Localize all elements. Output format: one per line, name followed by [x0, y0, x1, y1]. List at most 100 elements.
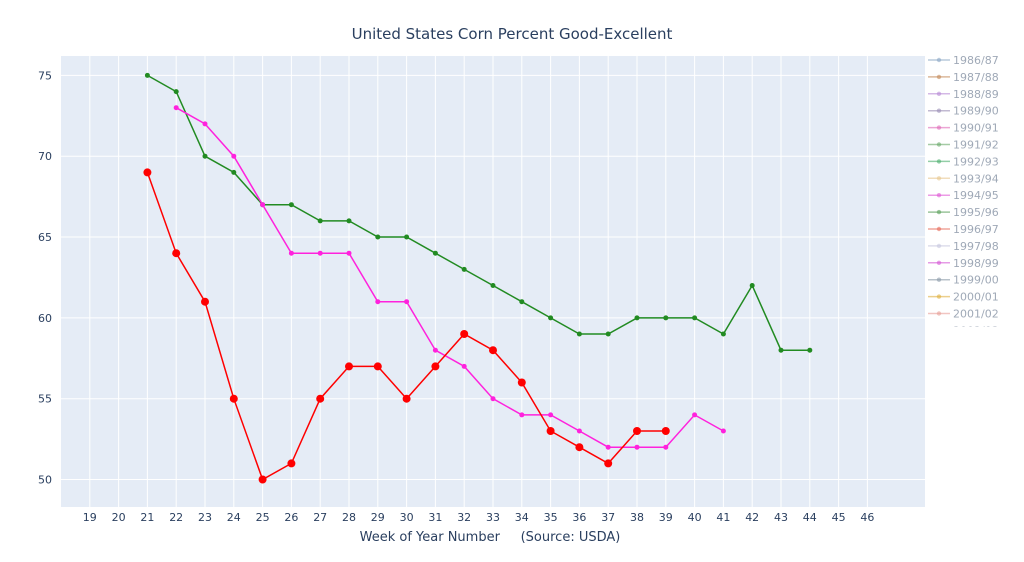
legend-swatch-marker	[936, 74, 942, 80]
series-group	[143, 168, 670, 484]
data-point	[202, 121, 208, 127]
x-tick-label: 32	[457, 511, 471, 524]
data-point	[404, 234, 410, 240]
legend-item[interactable]: 1992/93	[928, 155, 999, 168]
legend-label: 1993/94	[953, 172, 999, 185]
legend-swatch-marker	[936, 193, 942, 198]
data-point	[548, 315, 554, 321]
legend-label: 1998/99	[953, 257, 999, 270]
data-point	[173, 105, 179, 111]
data-point	[317, 250, 323, 256]
x-tick-label: 27	[313, 511, 327, 524]
legend-item[interactable]: 1991/92	[928, 139, 999, 152]
y-tick-label: 75	[38, 69, 52, 82]
legend[interactable]: 1986/87 1987/88 1988/89 1989/90 1990/91 1991/…	[925, 54, 1024, 337]
data-point	[460, 330, 469, 338]
data-point	[172, 249, 181, 258]
legend-item[interactable]: 1999/00	[928, 274, 999, 287]
legend-item[interactable]: 1994/95	[928, 189, 999, 202]
x-tick-label: 38	[630, 511, 644, 524]
x-tick-label: 45	[832, 511, 846, 524]
x-tick-label: 23	[198, 511, 212, 524]
x-tick-label: 26	[284, 511, 298, 524]
series-line	[147, 74, 810, 351]
data-point	[663, 444, 669, 450]
y-tick-label: 60	[38, 312, 52, 325]
data-point	[432, 347, 438, 353]
legend-label: 1997/98	[953, 240, 999, 253]
x-tick-label: 31	[428, 511, 442, 524]
data-point	[663, 315, 669, 321]
data-point	[720, 331, 726, 337]
data-point	[229, 394, 238, 403]
legend-swatch-marker	[936, 277, 942, 282]
data-point	[634, 444, 640, 450]
data-point	[432, 250, 438, 256]
legend-label: 2002/03	[953, 324, 999, 337]
legend-swatch-marker	[936, 294, 942, 299]
legend-item[interactable]: 1987/88	[928, 71, 999, 84]
data-point	[807, 347, 813, 353]
x-axis-label: Week of Year Number (Source: USDA)	[360, 530, 621, 545]
legend-item[interactable]: 1997/98	[928, 240, 999, 253]
legend-item[interactable]: 1995/96	[928, 206, 999, 219]
data-point	[231, 153, 237, 159]
legend-item[interactable]: 1990/91	[928, 122, 999, 135]
data-point	[661, 427, 670, 435]
legend-item[interactable]: 1989/90	[928, 105, 999, 118]
data-point	[692, 412, 698, 418]
legend-item[interactable]: 1998/99	[928, 257, 999, 270]
data-point	[490, 396, 496, 402]
legend-label: 2000/01	[953, 291, 999, 304]
legend-swatch-marker	[936, 311, 942, 316]
data-point	[316, 394, 325, 403]
x-tick-label: 33	[486, 511, 500, 524]
data-point	[720, 428, 726, 434]
data-point	[202, 153, 208, 159]
data-point	[461, 363, 467, 369]
data-point	[517, 378, 526, 387]
data-point	[404, 299, 410, 305]
legend-item[interactable]: 1996/97	[928, 223, 999, 236]
legend-label: 1987/88	[953, 71, 999, 84]
data-point	[143, 168, 152, 177]
legend-label: 1990/91	[953, 122, 999, 135]
data-point	[604, 459, 613, 468]
legend-label: 2001/02	[953, 308, 999, 321]
data-point	[548, 412, 554, 418]
data-point	[288, 250, 294, 256]
legend-item[interactable]: 1993/94	[928, 172, 999, 185]
series-group	[143, 72, 813, 484]
legend-label: 1991/92	[953, 139, 999, 152]
data-point	[546, 427, 555, 435]
x-tick-label: 30	[400, 511, 414, 524]
legend-swatch-marker	[936, 176, 942, 181]
series-line	[175, 107, 724, 448]
data-point	[749, 283, 755, 288]
data-point	[489, 346, 497, 355]
data-point	[373, 362, 382, 371]
y-tick-label: 65	[38, 231, 52, 244]
data-point	[144, 72, 150, 78]
y-tick-label: 50	[38, 474, 52, 487]
legend-item[interactable]: 1988/89	[928, 88, 999, 101]
y-tick-label: 55	[38, 393, 52, 406]
data-point	[260, 202, 266, 208]
legend-swatch-marker	[936, 108, 942, 113]
y-tick-label: 70	[38, 150, 52, 163]
data-point	[345, 362, 353, 371]
x-tick-label: 42	[745, 511, 759, 524]
data-point	[402, 394, 411, 403]
data-point	[519, 299, 525, 305]
legend-item[interactable]: 2001/02	[928, 308, 999, 321]
legend-item[interactable]: 1986/87	[928, 54, 999, 67]
legend-label: 1988/89	[953, 88, 999, 101]
x-tick-label: 37	[601, 511, 615, 524]
data-point	[634, 315, 640, 321]
x-tick-label: 19	[83, 511, 97, 524]
legend-item[interactable]: 2000/01	[928, 291, 999, 304]
legend-swatch-marker	[936, 142, 942, 147]
data-point	[346, 250, 352, 256]
x-tick-label: 46	[860, 511, 874, 524]
legend-item[interactable]: 2002/03	[928, 324, 999, 337]
